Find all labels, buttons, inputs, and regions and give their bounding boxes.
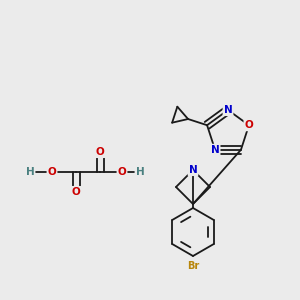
Text: O: O — [118, 167, 126, 177]
Text: Br: Br — [187, 261, 199, 271]
Text: N: N — [224, 105, 232, 115]
Text: N: N — [189, 165, 197, 175]
Text: N: N — [211, 145, 219, 155]
Text: O: O — [96, 147, 104, 157]
Text: O: O — [48, 167, 56, 177]
Text: O: O — [72, 187, 80, 197]
Text: H: H — [136, 167, 144, 177]
Text: H: H — [26, 167, 34, 177]
Text: O: O — [244, 120, 253, 130]
